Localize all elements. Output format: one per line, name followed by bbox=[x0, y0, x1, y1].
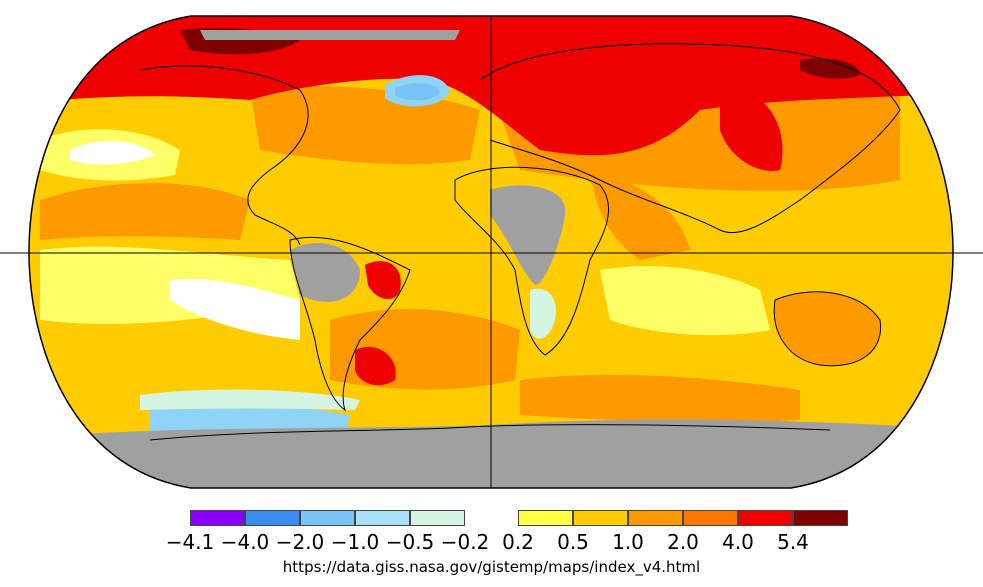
legend-swatch bbox=[245, 510, 300, 526]
source-url: https://data.giss.nasa.gov/gistemp/maps/… bbox=[282, 558, 701, 576]
brazil-red bbox=[365, 261, 401, 300]
legend-swatch bbox=[190, 510, 245, 526]
legend-swatch bbox=[410, 510, 465, 526]
greenland-no-data bbox=[200, 30, 460, 40]
south-pacific-white bbox=[170, 279, 300, 340]
east-siberia-darkred bbox=[800, 58, 860, 79]
southern-ocean-mint bbox=[140, 389, 360, 410]
legend-tick-label: 0.2 bbox=[502, 530, 534, 554]
central-africa-no-data bbox=[490, 185, 566, 285]
north-atlantic-cold-core bbox=[395, 83, 440, 101]
antarctica-coast bbox=[149, 424, 831, 441]
legend-swatch bbox=[738, 510, 793, 526]
south-america-coast bbox=[289, 236, 411, 412]
eurasia-coast bbox=[479, 43, 901, 234]
north-america-coast bbox=[139, 65, 309, 246]
australia-orange bbox=[774, 291, 881, 366]
legend-swatch bbox=[355, 510, 410, 526]
legend-tick-label: 0.5 bbox=[557, 530, 589, 554]
legend-tick-label: −0.5 bbox=[385, 530, 435, 554]
temperature-anomaly-map bbox=[0, 15, 983, 489]
australia-coast bbox=[773, 291, 882, 367]
legend-swatch bbox=[628, 510, 683, 526]
indian-yellow bbox=[600, 266, 770, 336]
south-africa-mint bbox=[530, 288, 556, 339]
legend-swatch bbox=[518, 510, 573, 526]
legend-tick-label: 1.0 bbox=[612, 530, 644, 554]
legend-swatch bbox=[300, 510, 355, 526]
legend-tick-label: −4.0 bbox=[220, 530, 270, 554]
argentina-red bbox=[355, 346, 396, 386]
legend-swatch bbox=[793, 510, 848, 526]
africa-coast bbox=[454, 166, 610, 356]
legend-swatch bbox=[683, 510, 738, 526]
legend-tick-label: −1.0 bbox=[330, 530, 380, 554]
legend-tick-label: −4.1 bbox=[165, 530, 215, 554]
legend-tick-label: −2.0 bbox=[275, 530, 325, 554]
legend-swatch bbox=[573, 510, 628, 526]
siberia-red bbox=[720, 80, 783, 171]
north-pacific-white bbox=[70, 140, 155, 165]
southern-ocean-orange bbox=[520, 374, 800, 423]
legend-tick-label: 5.4 bbox=[777, 530, 809, 554]
africa-orange bbox=[590, 170, 690, 260]
north-pacific-orange bbox=[40, 183, 250, 240]
amazon-no-data bbox=[290, 242, 360, 302]
legend-tick-label: −0.2 bbox=[440, 530, 490, 554]
legend-tick-label: 4.0 bbox=[722, 530, 754, 554]
globe-outline bbox=[28, 15, 954, 489]
legend-tick-label: 2.0 bbox=[667, 530, 699, 554]
